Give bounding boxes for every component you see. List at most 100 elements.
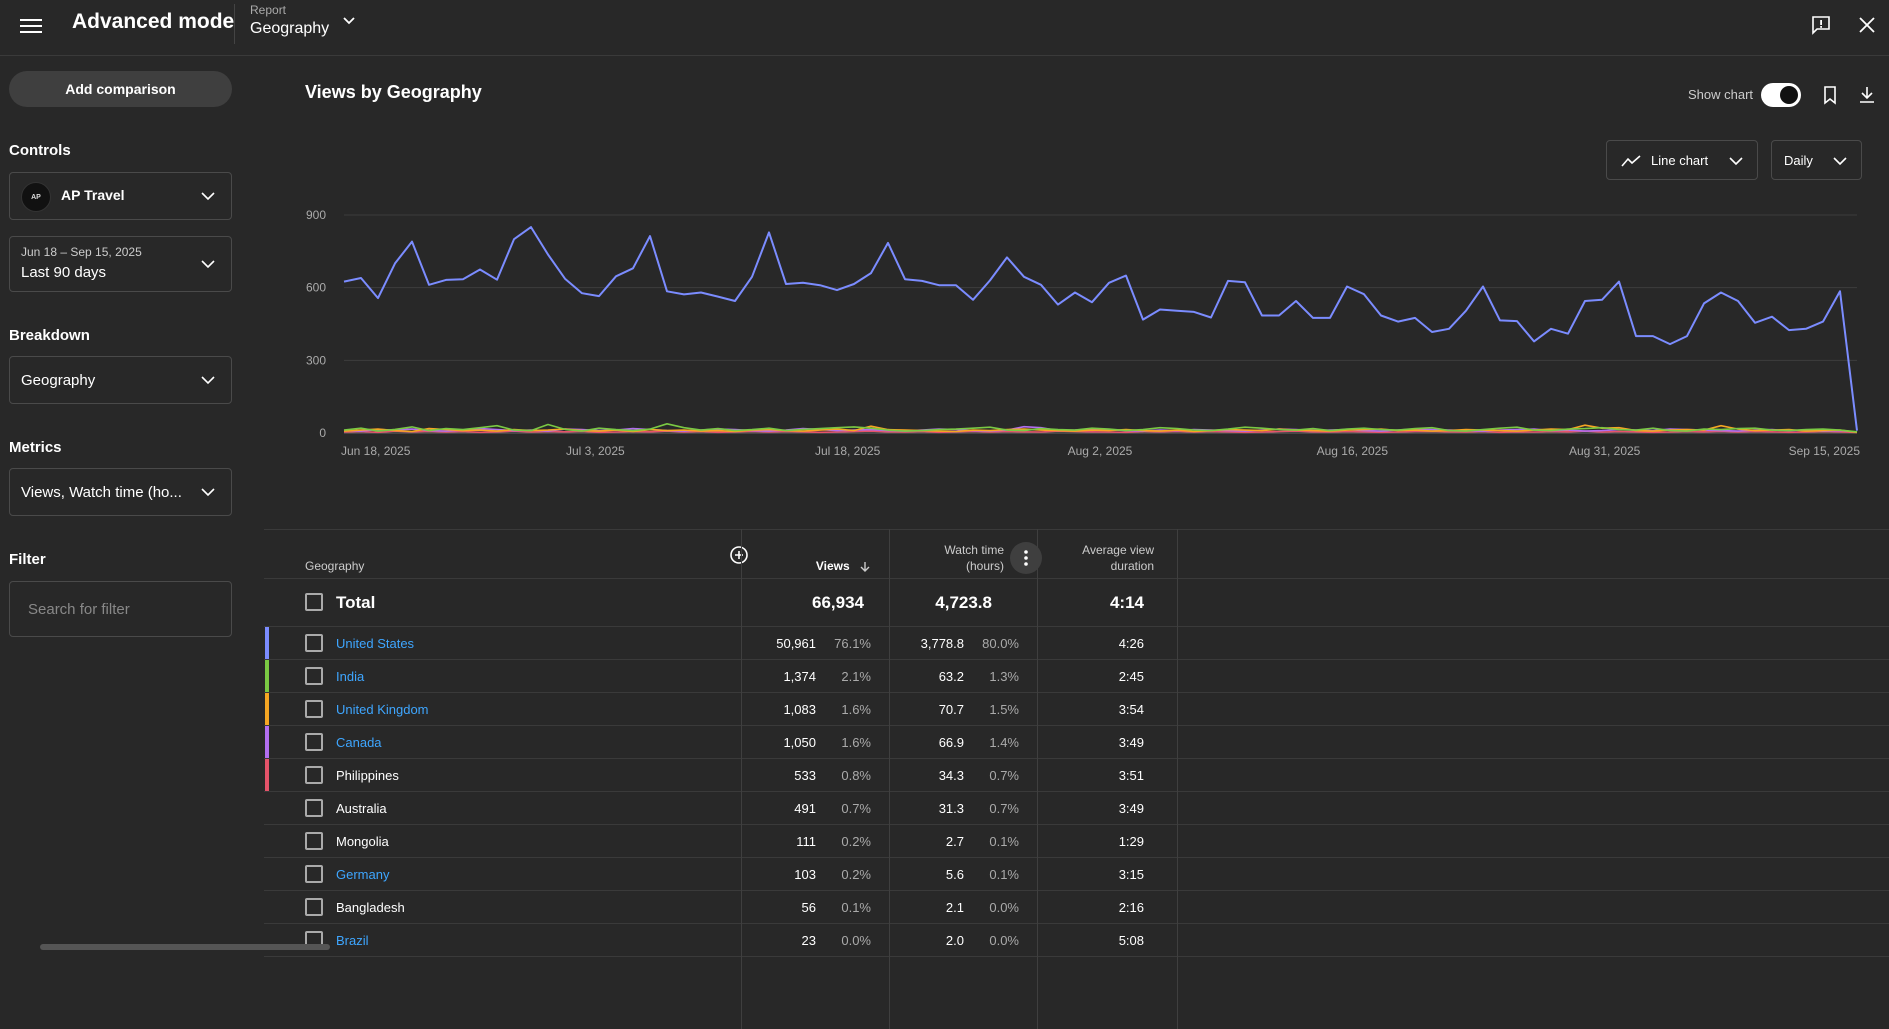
watch-time-value: 66.9 (938, 735, 964, 750)
breakdown-dropdown[interactable]: Geography (9, 356, 232, 404)
menu-icon[interactable] (20, 16, 42, 38)
col-watch-time[interactable]: Watch time (hours) (884, 542, 1004, 574)
table-row: India 1,374 2.1% 63.2 1.3% 2:45 (264, 660, 1889, 693)
row-checkbox[interactable] (305, 733, 323, 751)
avg-duration-value: 1:29 (1118, 834, 1144, 849)
col-geography[interactable]: Geography (305, 559, 365, 573)
col-watch-time-line2: (hours) (965, 559, 1004, 573)
watch-time-value: 2.1 (945, 900, 964, 915)
report-selector[interactable]: Report Geography (250, 3, 329, 38)
chevron-down-icon (201, 260, 215, 269)
row-checkbox[interactable] (305, 634, 323, 652)
show-chart-toggle[interactable] (1761, 83, 1801, 107)
views-percent: 2.1% (841, 669, 871, 684)
chevron-down-icon (1833, 157, 1847, 166)
add-column-icon[interactable] (729, 545, 749, 565)
geography-name[interactable]: Brazil (336, 933, 369, 948)
series-line (343, 430, 1858, 434)
geography-name[interactable]: India (336, 669, 365, 684)
divider (234, 4, 235, 44)
series-color-bar (265, 726, 269, 758)
row-checkbox[interactable] (305, 766, 323, 784)
avatar: AP (21, 182, 51, 212)
views-percent: 0.2% (841, 834, 871, 849)
col-average-view-duration[interactable]: Average view duration (1054, 542, 1154, 574)
views-percent: 76.1% (834, 636, 871, 651)
avg-duration-value: 3:54 (1118, 702, 1144, 717)
y-tick-label: 600 (306, 281, 326, 295)
chart-type-dropdown[interactable]: Line chart (1606, 140, 1758, 180)
y-tick-label: 300 (306, 353, 326, 367)
bookmark-icon[interactable] (1819, 84, 1841, 106)
avg-duration-value: 3:51 (1118, 768, 1144, 783)
geography-name[interactable]: United Kingdom (336, 702, 429, 717)
geography-name[interactable]: Canada (336, 735, 382, 750)
data-table: Geography Views Watch time (hours) Avera… (264, 529, 1889, 1029)
page-title: Advanced mode (72, 10, 235, 33)
chevron-down-icon (201, 192, 215, 201)
table-row: Australia 491 0.7% 31.3 0.7% 3:49 (264, 792, 1889, 825)
add-comparison-button[interactable]: Add comparison (9, 71, 232, 107)
date-range-dropdown[interactable]: Jun 18 – Sep 15, 2025 Last 90 days (9, 236, 232, 292)
x-tick-label: Aug 31, 2025 (1569, 444, 1641, 458)
table-row: United Kingdom 1,083 1.6% 70.7 1.5% 3:54 (264, 693, 1889, 726)
views-percent: 0.7% (841, 801, 871, 816)
watch-time-percent: 0.7% (989, 801, 1019, 816)
arrow-down-icon (860, 561, 870, 572)
watch-time-value: 34.3 (938, 768, 964, 783)
metrics-value: Views, Watch time (ho... (21, 484, 182, 501)
channel-dropdown[interactable]: AP AP Travel (9, 172, 232, 220)
series-color-bar (265, 627, 269, 659)
filter-input[interactable] (9, 581, 232, 637)
interval-dropdown[interactable]: Daily (1771, 140, 1862, 180)
row-checkbox[interactable] (305, 898, 323, 916)
close-icon[interactable] (1856, 14, 1878, 36)
col-views-label: Views (815, 559, 850, 573)
channel-name: AP Travel (61, 187, 125, 203)
avg-duration-value: 3:15 (1118, 867, 1144, 882)
views-percent: 0.1% (841, 900, 871, 915)
series-color-bar (265, 759, 269, 791)
row-checkbox[interactable] (305, 799, 323, 817)
download-icon[interactable] (1856, 84, 1878, 106)
row-checkbox[interactable] (305, 832, 323, 850)
geography-name[interactable]: United States (336, 636, 415, 651)
row-checkbox[interactable] (305, 700, 323, 718)
table-row: Bangladesh 56 0.1% 2.1 0.0% 2:16 (264, 891, 1889, 924)
y-tick-label: 900 (306, 208, 326, 222)
row-checkbox[interactable] (305, 865, 323, 883)
table-row: Mongolia 111 0.2% 2.7 0.1% 1:29 (264, 825, 1889, 858)
x-tick-label: Sep 15, 2025 (1789, 444, 1861, 458)
views-value: 1,374 (783, 669, 816, 684)
chevron-down-icon[interactable] (342, 14, 356, 28)
feedback-icon[interactable] (1810, 14, 1832, 36)
watch-time-percent: 1.3% (989, 669, 1019, 684)
geography-name[interactable]: Germany (336, 867, 390, 882)
show-chart-label: Show chart (1688, 87, 1754, 102)
views-value: 533 (794, 768, 816, 783)
watch-time-value: 2.0 (945, 933, 964, 948)
report-value: Geography (250, 20, 330, 37)
avg-duration-value: 4:26 (1118, 636, 1144, 651)
geography-name: Australia (336, 801, 387, 816)
watch-time-value: 5.6 (945, 867, 964, 882)
col-views[interactable]: Views (764, 558, 871, 574)
series-color-bar (265, 693, 269, 725)
total-checkbox[interactable] (305, 593, 323, 611)
geography-name: Mongolia (336, 834, 389, 849)
views-percent: 1.6% (841, 702, 871, 717)
metrics-dropdown[interactable]: Views, Watch time (ho... (9, 468, 232, 516)
col-watch-time-line1: Watch time (944, 543, 1004, 557)
views-value: 1,050 (783, 735, 816, 750)
row-checkbox[interactable] (305, 667, 323, 685)
column-menu-button[interactable] (1010, 542, 1042, 574)
interval-label: Daily (1784, 153, 1813, 168)
watch-time-value: 2.7 (945, 834, 964, 849)
watch-time-value: 31.3 (938, 801, 964, 816)
top-bar: Advanced mode Report Geography (0, 0, 1889, 56)
column-divider (889, 529, 890, 1029)
horizontal-scrollbar[interactable] (40, 944, 330, 950)
total-row: Total 66,934 4,723.8 4:14 (264, 579, 1889, 627)
line-chart: 0 300 600 900 Jun 18, 2025 Jul 3, 2025 Jul 18,… (306, 208, 1861, 458)
col-avg-line1: Average view (1082, 543, 1154, 557)
